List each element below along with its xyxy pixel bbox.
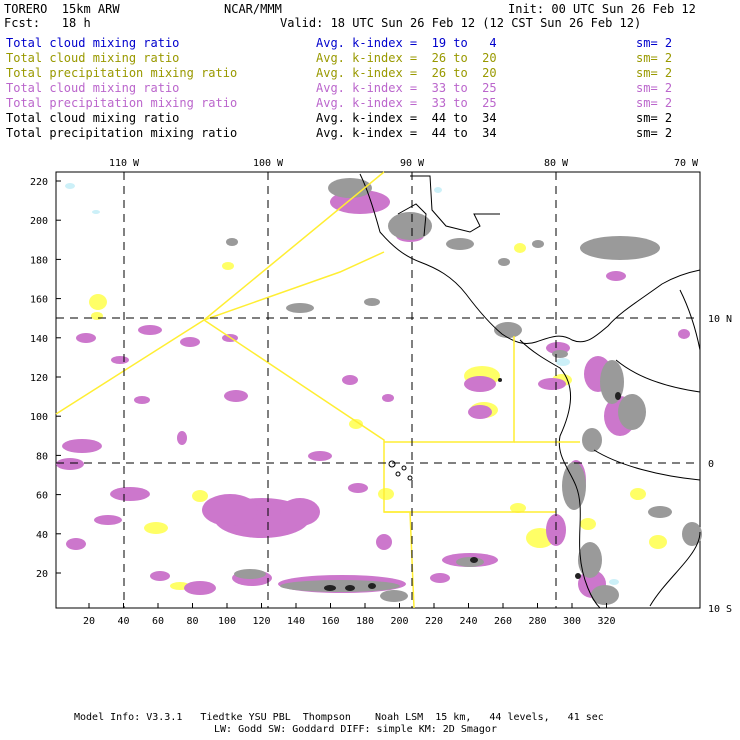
- field-name: Total precipitation mixing ratio: [6, 96, 238, 110]
- y-tick-label: 80: [36, 451, 48, 462]
- model-info-line1: Model Info: V3.3.1 Tiedtke YSU PBL Thomp…: [74, 712, 604, 723]
- latitude-label: 10 S: [708, 604, 732, 615]
- galapagos-islands: [388, 460, 413, 481]
- x-tick-label: 120: [252, 616, 270, 627]
- y-tick-label: 20: [36, 569, 48, 580]
- y-tick-label: 200: [30, 216, 48, 227]
- org-title: NCAR/MMM: [224, 2, 282, 16]
- cloud-core-fields: [324, 378, 621, 591]
- x-tick-label: 280: [528, 616, 546, 627]
- x-tick-label: 200: [390, 616, 408, 627]
- longitude-label: 90 W: [400, 158, 425, 169]
- longitude-label: 110 W: [109, 158, 140, 169]
- latitude-labels: 10 N 0 10 S: [708, 314, 732, 615]
- region-boundaries: [55, 171, 580, 609]
- y-axis-ticks: 20 40 60 80 100 120 140 160 180 200 220: [30, 177, 61, 580]
- y-tick-label: 120: [30, 373, 48, 384]
- cloud-top-fields: [226, 178, 702, 605]
- x-tick-label: 100: [218, 616, 236, 627]
- field-k-index: Avg. k-index = 44 to 34: [316, 126, 497, 140]
- y-tick-label: 40: [36, 530, 48, 541]
- field-name: Total cloud mixing ratio: [6, 81, 180, 95]
- field-k-index: Avg. k-index = 33 to 25: [316, 96, 497, 110]
- field-smoothing: sm= 2: [636, 51, 673, 65]
- field-smoothing: sm= 2: [636, 111, 673, 125]
- x-tick-label: 320: [597, 616, 615, 627]
- x-tick-label: 220: [425, 616, 443, 627]
- field-name: Total precipitation mixing ratio: [6, 66, 238, 80]
- longitude-label: 70 W: [674, 158, 699, 169]
- latitude-label: 10 N: [708, 314, 732, 325]
- x-axis-ticks: 20 40 60 80 100 120 140 160 180 200 220 240 260 280 30…: [83, 603, 616, 627]
- x-tick-label: 40: [117, 616, 129, 627]
- x-tick-label: 240: [459, 616, 477, 627]
- field-k-index: Avg. k-index = 26 to 20: [316, 66, 497, 80]
- x-tick-label: 260: [494, 616, 512, 627]
- field-k-index: Avg. k-index = 33 to 25: [316, 81, 497, 95]
- field-smoothing: sm= 2: [636, 96, 673, 110]
- field-name: Total precipitation mixing ratio: [6, 126, 238, 140]
- forecast-hour: Fcst: 18 h: [4, 16, 91, 30]
- y-tick-label: 160: [30, 295, 48, 306]
- x-tick-label: 60: [152, 616, 164, 627]
- init-time: Init: 00 UTC Sun 26 Feb 12: [508, 2, 696, 16]
- x-tick-label: 20: [83, 616, 95, 627]
- y-tick-label: 140: [30, 334, 48, 345]
- x-tick-label: 140: [287, 616, 305, 627]
- field-name: Total cloud mixing ratio: [6, 51, 180, 65]
- latitude-label: 0: [708, 459, 714, 470]
- y-tick-label: 220: [30, 177, 48, 188]
- field-smoothing: sm= 2: [636, 126, 673, 140]
- cloud-low-fields: [65, 183, 619, 585]
- field-k-index: Avg. k-index = 26 to 20: [316, 51, 497, 65]
- longitude-label: 80 W: [544, 158, 569, 169]
- x-tick-label: 80: [186, 616, 198, 627]
- longitude-labels: 110 W 100 W 90 W 80 W 70 W: [109, 158, 699, 169]
- x-tick-label: 160: [321, 616, 339, 627]
- longitude-label: 100 W: [253, 158, 284, 169]
- field-smoothing: sm= 2: [636, 66, 673, 80]
- valid-time: Valid: 18 UTC Sun 26 Feb 12 (12 CST Sun …: [280, 16, 642, 30]
- field-k-index: Avg. k-index = 19 to 4: [316, 36, 497, 50]
- y-tick-label: 100: [30, 412, 48, 423]
- x-tick-label: 180: [356, 616, 374, 627]
- model-title: TORERO 15km ARW: [4, 2, 120, 16]
- field-name: Total cloud mixing ratio: [6, 111, 180, 125]
- x-tick-label: 300: [563, 616, 581, 627]
- field-name: Total cloud mixing ratio: [6, 36, 180, 50]
- y-tick-label: 180: [30, 255, 48, 266]
- field-smoothing: sm= 2: [636, 81, 673, 95]
- field-k-index: Avg. k-index = 44 to 34: [316, 111, 497, 125]
- latlon-grid: [56, 172, 700, 608]
- field-smoothing: sm= 2: [636, 36, 673, 50]
- y-tick-label: 60: [36, 491, 48, 502]
- model-info-line2: LW: Godd SW: Goddard DIFF: simple KM: 2D…: [214, 724, 497, 735]
- cloud-field-layer: [56, 178, 702, 605]
